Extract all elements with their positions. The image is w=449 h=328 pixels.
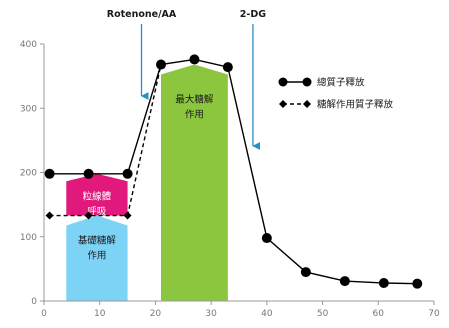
y-tick-label: 100 <box>20 233 37 243</box>
region-0 <box>66 173 128 216</box>
data-point <box>83 168 94 179</box>
data-point <box>84 211 93 220</box>
x-tick-label: 0 <box>41 309 47 319</box>
x-tick-label: 50 <box>317 309 329 319</box>
x-tick-label: 40 <box>261 309 273 319</box>
series <box>44 54 423 289</box>
legend-label-glyco: 糖解作用質子釋放 <box>317 99 394 111</box>
data-point <box>378 278 389 289</box>
x-tick-label: 20 <box>150 309 162 319</box>
x-tick-label: 30 <box>205 309 217 319</box>
region-label-1-1: 作用 <box>87 250 106 262</box>
data-point <box>222 62 233 73</box>
data-point <box>261 233 272 244</box>
data-point <box>44 168 55 179</box>
x-tick-label: 10 <box>94 309 106 319</box>
region-label-2-1: 作用 <box>185 109 204 121</box>
series-connector-1 <box>126 64 162 216</box>
region-label-2-0: 最大糖解 <box>175 94 214 106</box>
data-point <box>300 267 311 278</box>
region-2 <box>161 64 228 301</box>
data-point <box>339 276 350 287</box>
data-point <box>189 54 200 65</box>
injection-label: Rotenone/AA <box>107 9 177 20</box>
y-tick-label: 300 <box>20 104 37 114</box>
legend-label-total: 總質子釋放 <box>317 77 365 89</box>
injections: Rotenone/AA 2-DG <box>107 9 266 150</box>
y-tick-label: 200 <box>20 169 37 179</box>
legend-marker-glyco <box>279 100 287 108</box>
data-point <box>45 211 54 220</box>
region-label-0-1: 呼吸 <box>87 206 107 217</box>
data-point <box>122 168 133 179</box>
region-label-0-0: 粒線體 <box>83 190 112 202</box>
x-tick-label: 60 <box>373 309 385 319</box>
y-tick-label: 400 <box>20 40 37 50</box>
y-tick-label: 0 <box>31 297 37 307</box>
x-tick-label: 70 <box>428 309 440 319</box>
axes: 0 100 200 300 400 0 10 20 30 40 50 60 70 <box>20 40 440 319</box>
data-point <box>412 278 423 289</box>
region-1 <box>66 215 128 301</box>
legend-marker-glyco <box>303 100 311 108</box>
legend-marker-total <box>302 77 312 87</box>
injection-label: 2-DG <box>240 9 266 20</box>
region-label-1-0: 基礎糖解 <box>78 235 117 247</box>
data-point <box>123 211 132 220</box>
legend-marker-total <box>278 77 288 87</box>
